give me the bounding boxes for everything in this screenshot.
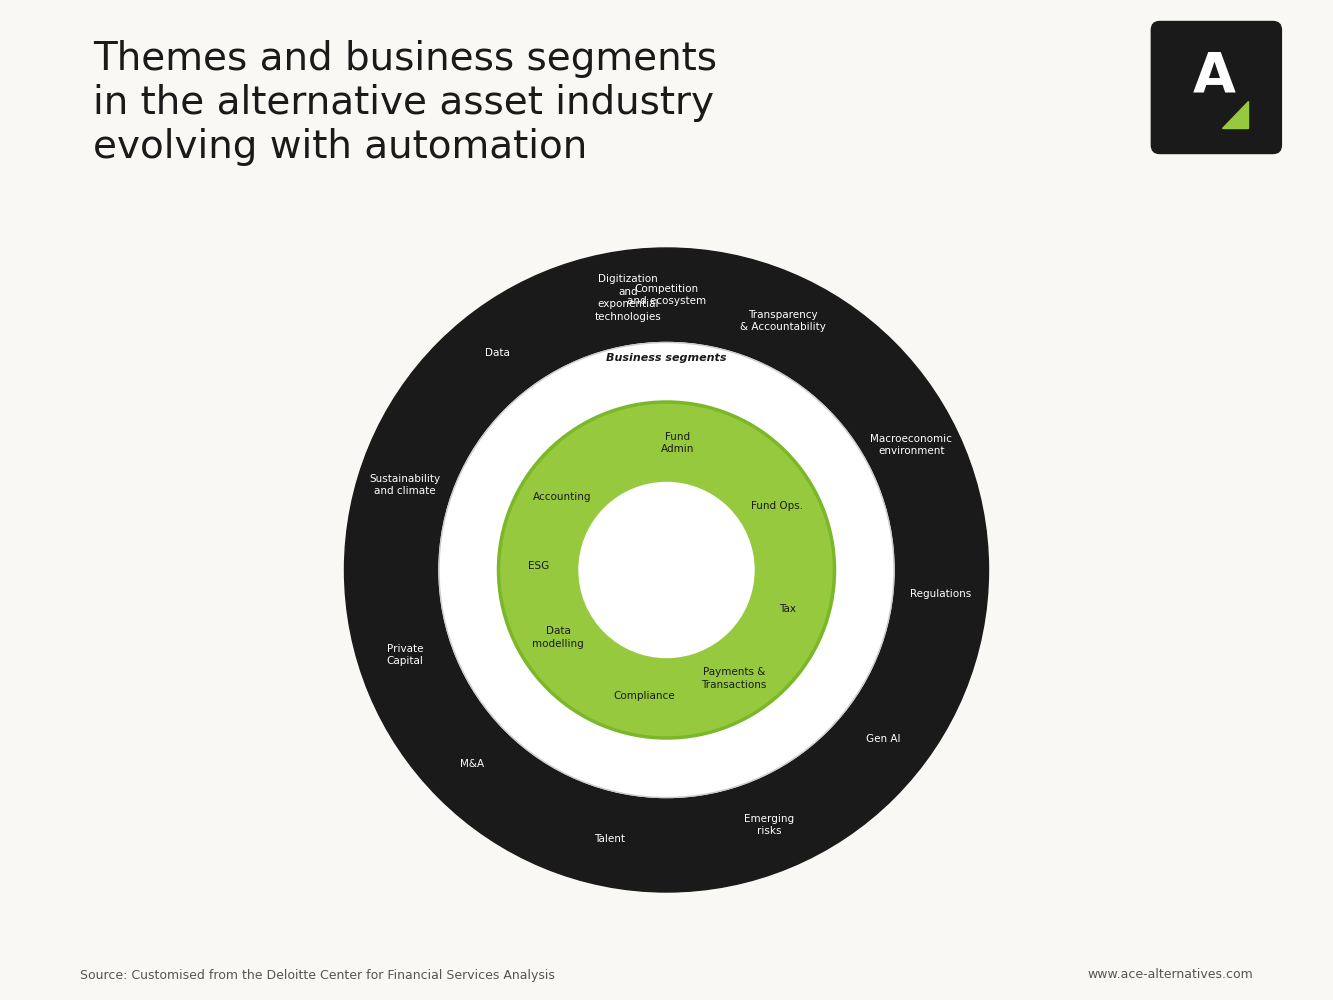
Text: Compliance: Compliance [613,691,674,701]
Text: Data: Data [485,348,509,358]
Text: Payments &
Transactions: Payments & Transactions [701,667,766,690]
Text: Talent: Talent [595,834,625,844]
Text: www.ace-alternatives.com: www.ace-alternatives.com [1088,968,1253,982]
Text: Data
modelling: Data modelling [532,626,584,649]
Text: Competition
and ecosystem: Competition and ecosystem [627,284,706,306]
Circle shape [579,483,754,658]
Text: Emerging
risks: Emerging risks [744,814,794,836]
Text: Transparency
& Accountability: Transparency & Accountability [740,310,825,332]
Text: Fund Ops.: Fund Ops. [750,501,804,511]
Text: Regulations: Regulations [909,589,970,599]
Polygon shape [1222,101,1248,128]
Circle shape [499,402,834,738]
FancyBboxPatch shape [1150,21,1282,154]
Text: Private
Capital: Private Capital [387,644,424,666]
Text: Themes and business segments
in the alternative asset industry
evolving with aut: Themes and business segments in the alte… [93,40,717,166]
Text: M&A: M&A [460,759,484,769]
Text: A: A [1193,49,1236,103]
Text: ESG: ESG [528,561,549,571]
Text: Source: Customised from the Deloitte Center for Financial Services Analysis: Source: Customised from the Deloitte Cen… [80,968,555,982]
Text: Gen AI: Gen AI [865,734,900,744]
Text: Accounting: Accounting [533,492,591,502]
Text: Fund
Admin: Fund Admin [661,432,694,454]
Text: Macroeconomic
environment: Macroeconomic environment [870,434,952,456]
Circle shape [439,342,894,798]
Circle shape [344,248,989,892]
Text: Sustainability
and climate: Sustainability and climate [369,474,441,496]
Text: Business segments: Business segments [607,353,726,363]
Text: Digitization
and
exponential
technologies: Digitization and exponential technologie… [595,274,661,322]
Text: Tax: Tax [780,604,797,614]
